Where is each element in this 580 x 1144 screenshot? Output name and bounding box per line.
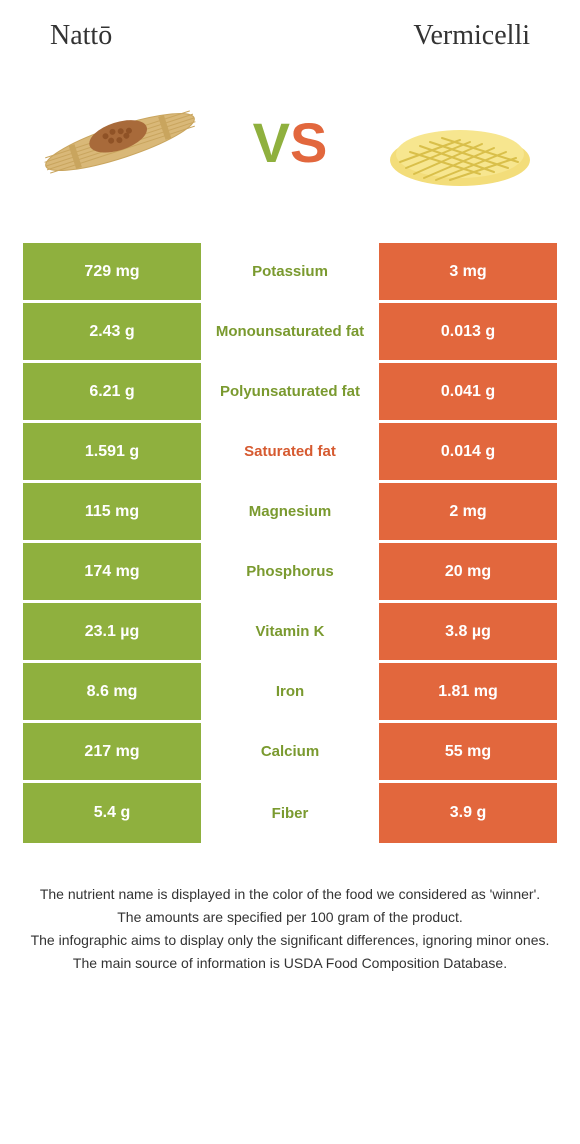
footnote-line: The main source of information is USDA F…: [28, 953, 552, 974]
natto-illustration: [30, 82, 210, 202]
right-food-title: Vermicelli: [413, 20, 530, 52]
left-food-title: Nattō: [50, 20, 112, 52]
comparison-table: 729 mgPotassium3 mg2.43 gMonounsaturated…: [22, 242, 558, 844]
table-row: 217 mgCalcium55 mg: [23, 723, 557, 783]
vs-row: VS: [0, 62, 580, 242]
table-row: 115 mgMagnesium2 mg: [23, 483, 557, 543]
left-value: 8.6 mg: [23, 663, 201, 720]
right-value: 3.8 µg: [379, 603, 557, 660]
left-value: 5.4 g: [23, 783, 201, 843]
right-value: 0.014 g: [379, 423, 557, 480]
right-value: 2 mg: [379, 483, 557, 540]
table-row: 729 mgPotassium3 mg: [23, 243, 557, 303]
left-value: 6.21 g: [23, 363, 201, 420]
right-value: 0.013 g: [379, 303, 557, 360]
nutrient-label: Saturated fat: [201, 423, 379, 480]
left-value: 729 mg: [23, 243, 201, 300]
nutrient-label: Polyunsaturated fat: [201, 363, 379, 420]
nutrient-label: Vitamin K: [201, 603, 379, 660]
footnotes: The nutrient name is displayed in the co…: [28, 884, 552, 974]
table-row: 1.591 gSaturated fat0.014 g: [23, 423, 557, 483]
vermicelli-illustration: [370, 82, 550, 202]
vs-label: VS: [253, 110, 328, 175]
nutrient-label: Fiber: [201, 783, 379, 843]
right-value: 3.9 g: [379, 783, 557, 843]
nutrient-label: Magnesium: [201, 483, 379, 540]
vs-v: V: [253, 110, 290, 175]
nutrient-label: Potassium: [201, 243, 379, 300]
table-row: 23.1 µgVitamin K3.8 µg: [23, 603, 557, 663]
table-row: 2.43 gMonounsaturated fat0.013 g: [23, 303, 557, 363]
right-value: 0.041 g: [379, 363, 557, 420]
header: Nattō Vermicelli: [0, 0, 580, 62]
right-value: 1.81 mg: [379, 663, 557, 720]
right-value: 3 mg: [379, 243, 557, 300]
vs-s: S: [290, 110, 327, 175]
nutrient-label: Calcium: [201, 723, 379, 780]
left-value: 174 mg: [23, 543, 201, 600]
footnote-line: The amounts are specified per 100 gram o…: [28, 907, 552, 928]
footnote-line: The nutrient name is displayed in the co…: [28, 884, 552, 905]
nutrient-label: Iron: [201, 663, 379, 720]
table-row: 8.6 mgIron1.81 mg: [23, 663, 557, 723]
table-row: 174 mgPhosphorus20 mg: [23, 543, 557, 603]
nutrient-label: Phosphorus: [201, 543, 379, 600]
footnote-line: The infographic aims to display only the…: [28, 930, 552, 951]
table-row: 6.21 gPolyunsaturated fat0.041 g: [23, 363, 557, 423]
left-value: 1.591 g: [23, 423, 201, 480]
table-row: 5.4 gFiber3.9 g: [23, 783, 557, 843]
left-value: 115 mg: [23, 483, 201, 540]
left-value: 2.43 g: [23, 303, 201, 360]
left-value: 23.1 µg: [23, 603, 201, 660]
left-value: 217 mg: [23, 723, 201, 780]
right-value: 20 mg: [379, 543, 557, 600]
nutrient-label: Monounsaturated fat: [201, 303, 379, 360]
right-value: 55 mg: [379, 723, 557, 780]
